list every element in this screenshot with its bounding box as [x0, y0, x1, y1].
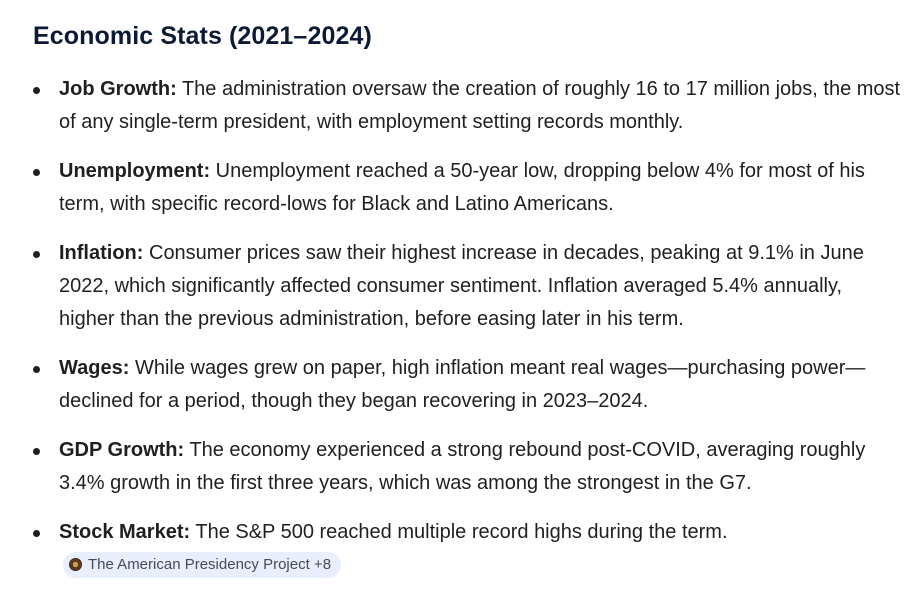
item-text: The economy experienced a strong rebound… [59, 439, 866, 494]
list-item-unemployment: Unemployment: Unemployment reached a 50-… [33, 155, 903, 221]
item-text: Consumer prices saw their highest increa… [59, 242, 864, 330]
bullet-icon [33, 530, 40, 537]
item-text: The administration oversaw the creation … [59, 78, 901, 133]
item-label: GDP Growth: [59, 439, 185, 461]
section-heading: Economic Stats (2021–2024) [33, 22, 372, 50]
presidency-seal-icon [69, 558, 82, 572]
bullet-icon [33, 87, 40, 94]
bullet-icon [33, 366, 40, 373]
bullet-icon [33, 448, 40, 455]
bullet-icon [33, 169, 40, 176]
economic-stats-list: Job Growth: The administration oversaw t… [33, 73, 903, 598]
item-text: Unemployment reached a 50-year low, drop… [59, 160, 865, 215]
source-chip-label: The American Presidency Project +8 [88, 555, 332, 573]
item-label: Inflation: [59, 242, 144, 264]
list-item-job-growth: Job Growth: The administration oversaw t… [33, 73, 903, 139]
item-label: Unemployment: [59, 160, 211, 182]
list-item-inflation: Inflation: Consumer prices saw their hig… [33, 237, 903, 336]
list-item-stock-market: Stock Market: The S&P 500 reached multip… [33, 516, 764, 582]
list-item-wages: Wages: While wages grew on paper, high i… [33, 352, 903, 418]
list-item-gdp-growth: GDP Growth: The economy experienced a st… [33, 434, 903, 500]
item-label: Stock Market: [59, 521, 191, 543]
item-text: While wages grew on paper, high inflatio… [59, 357, 866, 412]
bullet-icon [33, 251, 40, 258]
response-content: Economic Stats (2021–2024) Job Growth: T… [33, 19, 903, 578]
item-label: Job Growth: [59, 78, 177, 100]
item-label: Wages: [59, 357, 130, 379]
item-text: The S&P 500 reached multiple record high… [190, 521, 728, 543]
source-chip[interactable]: The American Presidency Project +8 [63, 551, 342, 578]
